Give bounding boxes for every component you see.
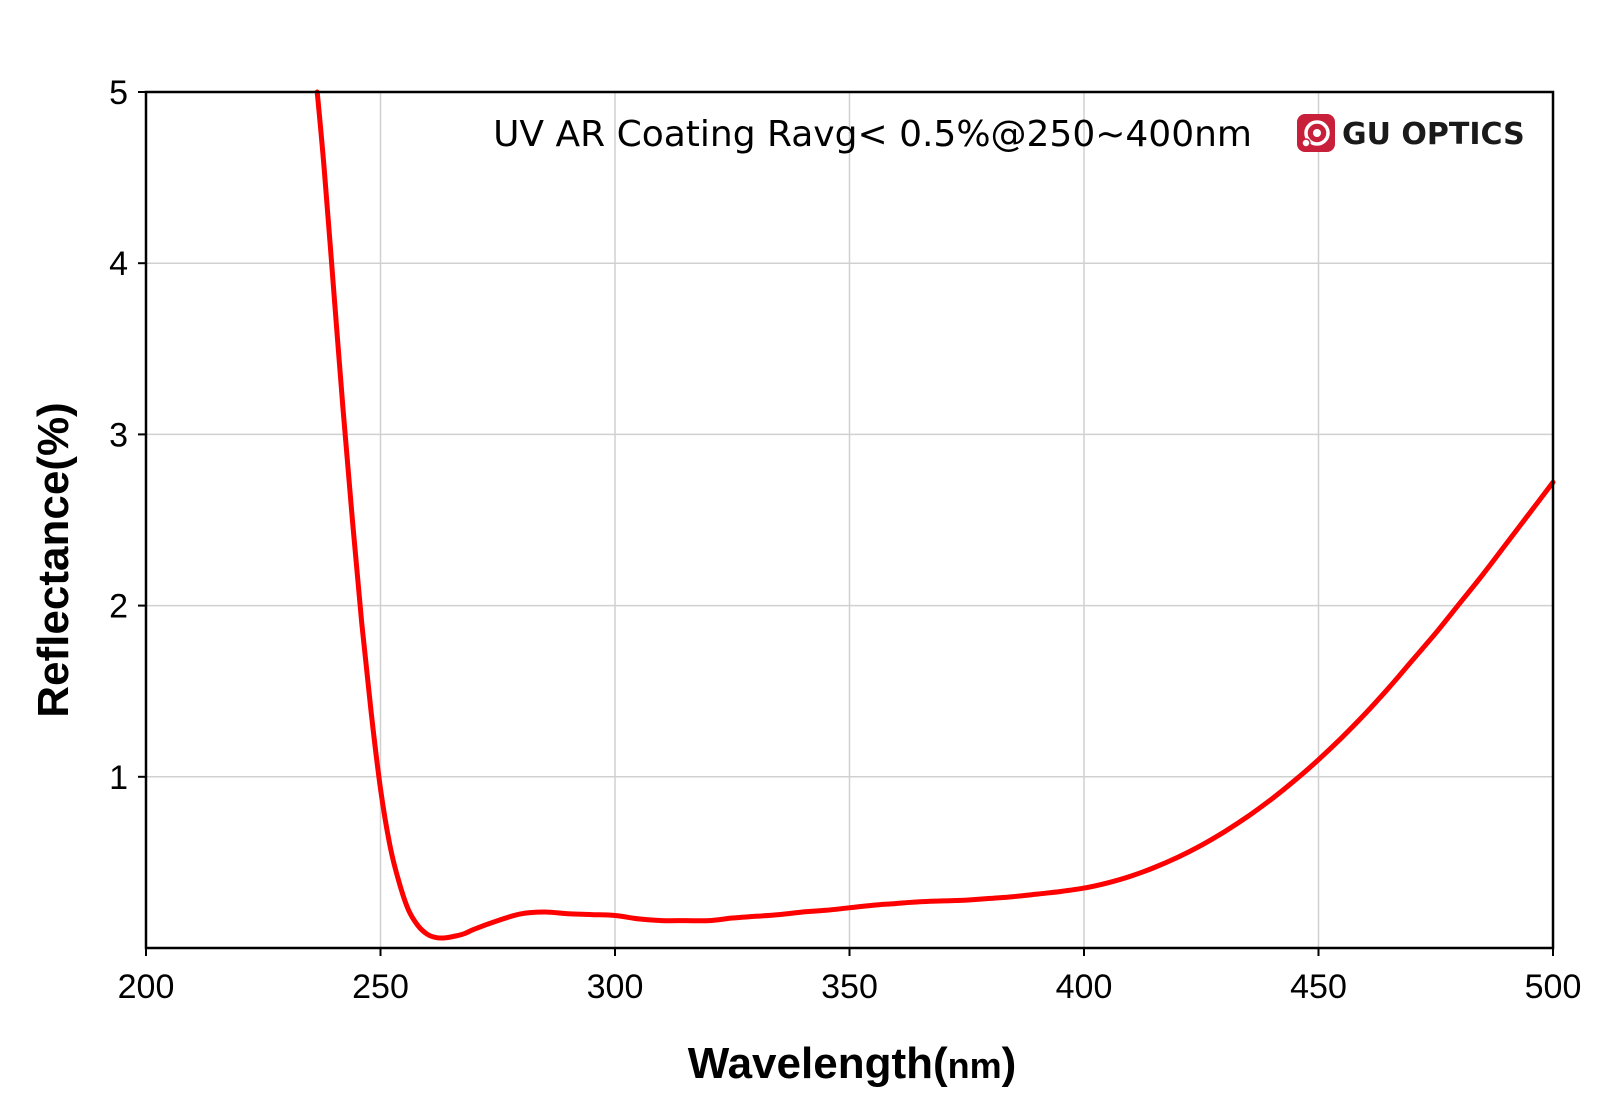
series-layer <box>314 89 1556 941</box>
y-tick-label: 4 <box>109 245 128 283</box>
y-tick-label: 5 <box>109 74 128 112</box>
x-tick-label: 500 <box>1525 968 1582 1006</box>
x-axis-title-unit: nm <box>948 1045 1002 1086</box>
reflectance-series-line <box>314 89 1556 941</box>
y-tick-label: 3 <box>109 416 128 454</box>
y-tick-label: 1 <box>109 759 128 797</box>
x-axis-title: Wavelength(nm) <box>688 1039 1017 1088</box>
x-tick-label: 450 <box>1290 968 1347 1006</box>
x-tick-label: 300 <box>587 968 644 1006</box>
brand-logo-text: GU OPTICS <box>1342 117 1525 152</box>
x-axis-title-main: Wavelength( <box>688 1039 948 1088</box>
gu-optics-logo-icon <box>1297 114 1335 152</box>
x-tick-label: 200 <box>118 968 175 1006</box>
grid-lines <box>146 92 1553 948</box>
y-tick-label: 2 <box>109 588 128 626</box>
x-tick-label: 400 <box>1056 968 1113 1006</box>
x-axis-title-close: ) <box>1002 1039 1017 1088</box>
y-axis-title: Reflectance(%) <box>29 402 78 717</box>
brand-logo: GU OPTICS <box>1297 114 1525 152</box>
tick-labels: 200 250 300 350 400 450 500 1 2 3 4 5 <box>109 74 1581 1006</box>
x-tick-label: 250 <box>352 968 409 1006</box>
chart-annotation: UV AR Coating Ravg< 0.5%@250~400nm <box>493 114 1252 155</box>
x-tick-label: 350 <box>821 968 878 1006</box>
